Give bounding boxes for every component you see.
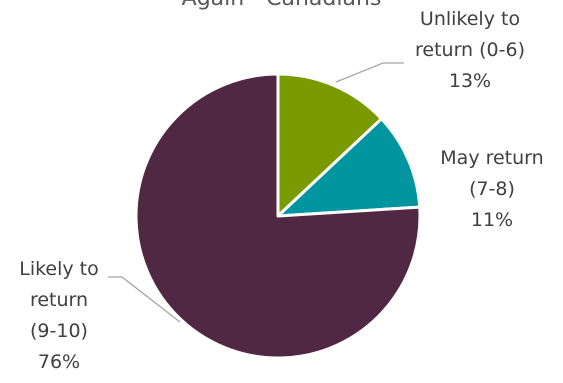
slice-label-may-line-2: (7-8) xyxy=(469,178,515,200)
chart-title: Again - Canadians xyxy=(0,0,563,11)
leader-lines xyxy=(108,62,404,323)
slice-label-unlikely-line-2: return (0-6) xyxy=(415,39,525,61)
slice-label-likely-line-3: (9-10) xyxy=(30,320,88,342)
slice-label-may-line-1: May return xyxy=(440,147,544,169)
slice-label-may: May return (7-8) 11% xyxy=(428,143,556,236)
slice-label-unlikely: Unlikely to return (0-6) 13% xyxy=(405,4,535,97)
slice-label-likely: Likely to return (9-10) 76% xyxy=(4,254,114,378)
slice-percent-likely: 76% xyxy=(37,351,81,373)
slice-label-likely-line-2: return xyxy=(29,289,89,311)
pie-slice-may xyxy=(276,117,422,218)
leader-line-unlikely xyxy=(335,62,404,83)
slice-percent-unlikely: 13% xyxy=(448,70,492,92)
pie-slice-unlikely xyxy=(276,72,384,218)
slice-percent-may: 11% xyxy=(470,209,514,231)
pie-slice-likely xyxy=(134,72,422,360)
slice-label-likely-line-1: Likely to xyxy=(19,258,99,280)
slice-label-unlikely-line-1: Unlikely to xyxy=(419,8,521,30)
pie-slices xyxy=(134,72,422,360)
leader-line-likely xyxy=(108,276,181,323)
